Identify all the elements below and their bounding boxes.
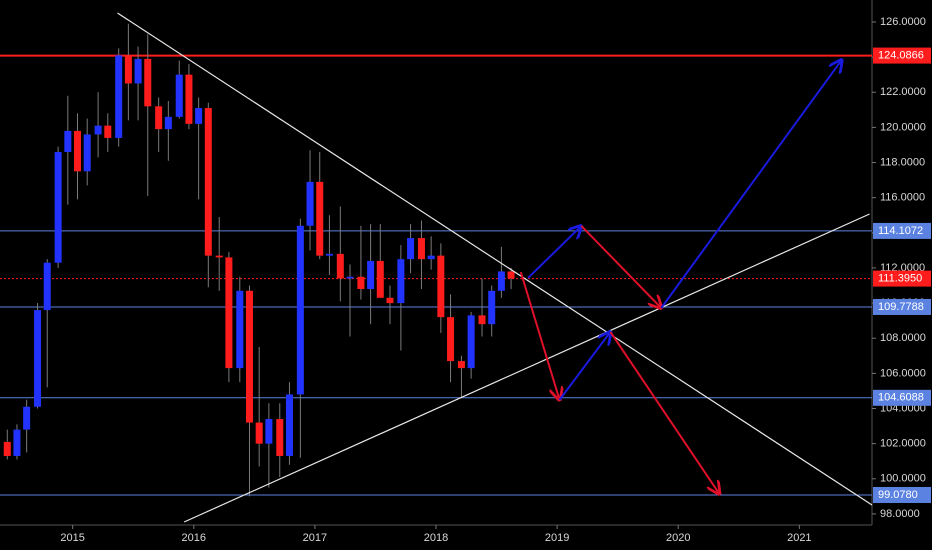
candle-body: [236, 290, 244, 369]
candle-body: [306, 181, 314, 226]
candle-body: [104, 125, 112, 138]
candle-body: [185, 74, 193, 124]
candle-body: [245, 290, 253, 423]
x-tick-label: 2020: [666, 532, 690, 544]
candle-body: [467, 315, 475, 369]
candle-body: [64, 130, 72, 152]
candle-body: [457, 361, 465, 369]
candle-body: [407, 238, 415, 260]
arrow: [527, 226, 581, 279]
candle-body: [325, 253, 333, 256]
x-tick-label: 2017: [303, 532, 327, 544]
price-tag: [873, 270, 931, 287]
arrow: [660, 60, 841, 309]
candle-body: [3, 441, 11, 456]
price-tag-label: 124.0866: [878, 49, 924, 61]
arrow: [558, 332, 611, 401]
candle-body: [437, 255, 445, 318]
candle-body: [175, 74, 183, 117]
candle-body: [83, 134, 91, 172]
candle-body: [34, 310, 42, 407]
candle-body: [74, 130, 82, 172]
y-tick-label: 108.0000: [880, 332, 926, 344]
candle-body: [255, 422, 263, 444]
candle-body: [296, 225, 304, 395]
arrow: [519, 271, 560, 400]
x-tick-label: 2015: [60, 532, 84, 544]
candle-body: [488, 290, 496, 325]
candle-body: [225, 257, 233, 369]
y-tick-label: 118.0000: [880, 156, 925, 168]
candle-body: [397, 259, 405, 304]
price-tag-label: 99.0780: [878, 489, 918, 501]
y-tick-label: 126.0000: [880, 16, 926, 28]
candle-body: [427, 255, 435, 260]
candle-body: [316, 181, 324, 256]
price-tag-label: 111.3950: [878, 272, 922, 284]
candle-body: [497, 271, 505, 291]
candle-body: [115, 55, 123, 138]
price-tag-label: 104.6088: [878, 392, 924, 404]
y-tick-label: 122.0000: [880, 86, 926, 98]
x-tick-label: 2016: [182, 532, 206, 544]
candle-body: [478, 315, 486, 325]
candle-body: [276, 419, 284, 456]
y-tick-label: 98.0000: [880, 508, 920, 520]
candle-body: [336, 253, 344, 279]
candle-body: [265, 419, 273, 444]
price-tag: [873, 47, 931, 64]
y-tick-label: 120.0000: [880, 121, 926, 133]
candle-body: [124, 55, 132, 84]
candle-body: [54, 151, 62, 263]
candle-body: [447, 317, 455, 362]
price-tag: [873, 486, 931, 503]
price-tag-label: 109.7788: [878, 301, 924, 313]
price-tag: [873, 222, 931, 239]
y-tick-label: 100.0000: [880, 473, 926, 485]
candle-body: [285, 394, 293, 456]
candle-body: [357, 276, 365, 290]
price-tag-label: 114.1072: [878, 225, 923, 237]
candle-body: [155, 106, 163, 130]
candle-body: [94, 125, 102, 135]
candle-body: [164, 116, 172, 130]
arrow: [580, 225, 661, 308]
y-tick-label: 102.0000: [880, 438, 926, 450]
x-tick-label: 2021: [787, 532, 811, 544]
trendline: [117, 12, 873, 506]
price-tag: [873, 389, 931, 406]
candle-body: [195, 108, 203, 124]
candle-body: [43, 262, 51, 311]
candle-body: [134, 58, 142, 84]
candle-body: [23, 406, 31, 430]
y-tick-label: 106.0000: [880, 367, 926, 379]
candle-body: [215, 255, 223, 258]
candle-body: [386, 297, 394, 304]
candle-body: [204, 108, 212, 256]
x-tick-label: 2018: [424, 532, 448, 544]
trendline: [183, 213, 870, 523]
candle-body: [346, 276, 354, 279]
x-tick-label: 2019: [545, 532, 569, 544]
candle-body: [144, 58, 152, 107]
candle-body: [376, 260, 384, 298]
candle-body: [367, 260, 375, 290]
candle-body: [507, 271, 515, 279]
price-tag: [873, 298, 931, 315]
plot-area: [0, 23, 872, 497]
y-tick-label: 116.0000: [880, 192, 925, 204]
candle-body: [13, 429, 21, 456]
arrow: [609, 331, 719, 494]
candle-body: [417, 238, 425, 260]
